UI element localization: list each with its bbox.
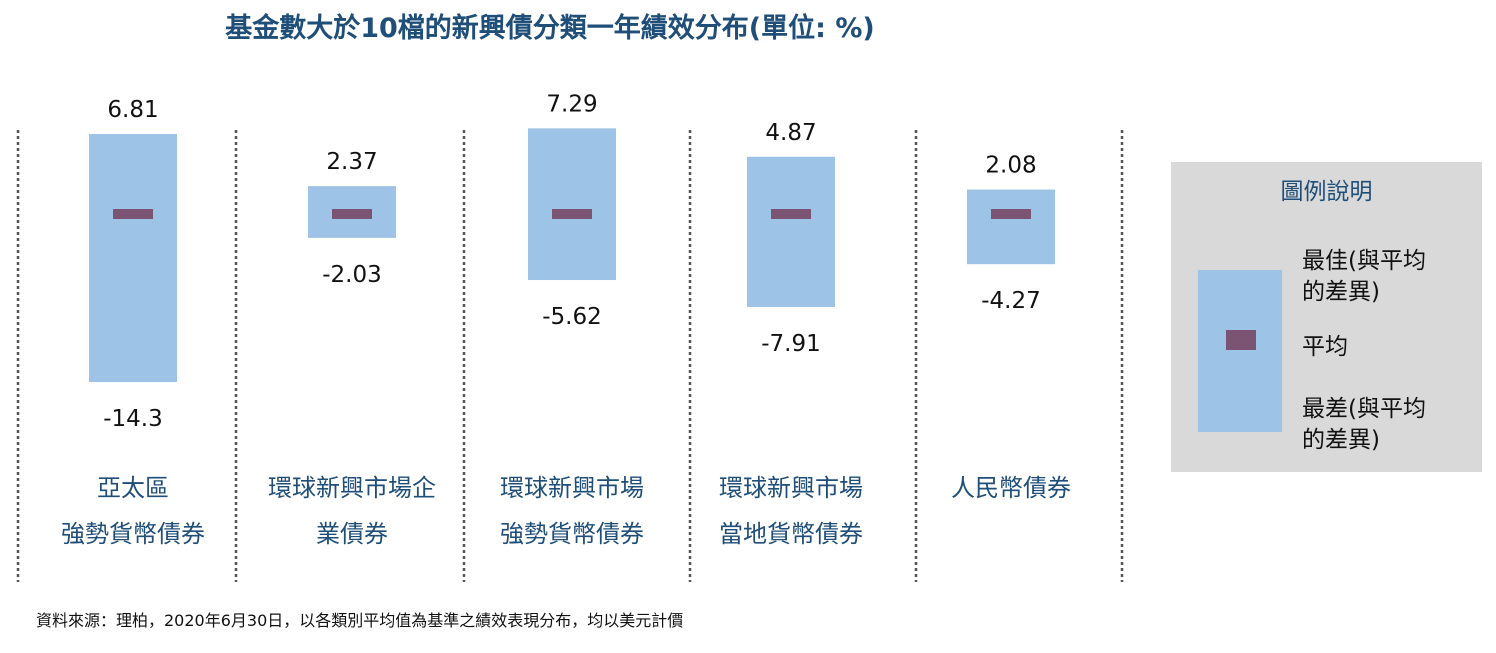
mean-mark-0: [113, 209, 153, 219]
mean-mark-4: [991, 209, 1031, 219]
range-bar-0: [89, 133, 177, 383]
mean-mark-1: [332, 209, 372, 219]
category-label-1-line1: 環球新興市場企: [268, 474, 436, 502]
mean-mark-2: [552, 209, 592, 219]
legend-worst-label: 最差(與平均 的差異): [1302, 394, 1472, 456]
legend-range-swatch: [1198, 270, 1282, 432]
worst-label-3: -7.91: [761, 331, 821, 357]
source-note: 資料來源：理柏，2020年6月30日，以各類別平均值為基準之績效表現分布，均以美…: [36, 611, 684, 630]
range-bar-2: [528, 128, 616, 281]
range-bar-3: [747, 156, 835, 307]
legend-worst-line1: 最差(與平均: [1302, 396, 1426, 422]
category-label-0-line2: 強勢貨幣債券: [61, 520, 205, 548]
category-label-2-line1: 環球新興市場: [500, 474, 644, 502]
category-label-3-line1: 環球新興市場: [719, 474, 863, 502]
legend-worst-line2: 的差異): [1302, 427, 1380, 453]
category-label-4-line1: 人民幣債券: [951, 474, 1071, 502]
category-label-0-line1: 亞太區: [97, 474, 169, 502]
range-bar-4: [967, 189, 1055, 265]
best-label-3: 4.87: [765, 120, 816, 146]
category-label-2-line2: 強勢貨幣債券: [500, 520, 644, 548]
best-label-0: 6.81: [107, 97, 158, 123]
worst-label-2: -5.62: [542, 304, 602, 330]
legend-best-line2: 的差異): [1302, 279, 1380, 305]
legend: 圖例說明 最佳(與平均 的差異) 平均 最差(與平均 的差異): [1171, 162, 1482, 472]
best-label-4: 2.08: [985, 153, 1036, 179]
legend-mean-swatch: [1226, 330, 1256, 350]
mean-mark-3: [771, 209, 811, 219]
best-label-1: 2.37: [326, 149, 377, 175]
legend-mean-label: 平均: [1302, 334, 1348, 360]
worst-label-1: -2.03: [322, 262, 382, 288]
chart-title: 基金數大於10檔的新興債分類一年績效分布(單位: %): [225, 13, 875, 44]
legend-best-label: 最佳(與平均 的差異): [1302, 246, 1472, 308]
category-label-3-line2: 當地貨幣債券: [719, 520, 863, 548]
best-label-2: 7.29: [546, 91, 597, 117]
worst-label-4: -4.27: [981, 288, 1041, 314]
legend-title: 圖例說明: [1280, 179, 1373, 205]
category-label-1-line2: 業債券: [316, 520, 388, 548]
worst-label-0: -14.3: [103, 406, 163, 432]
legend-best-line1: 最佳(與平均: [1302, 248, 1426, 274]
